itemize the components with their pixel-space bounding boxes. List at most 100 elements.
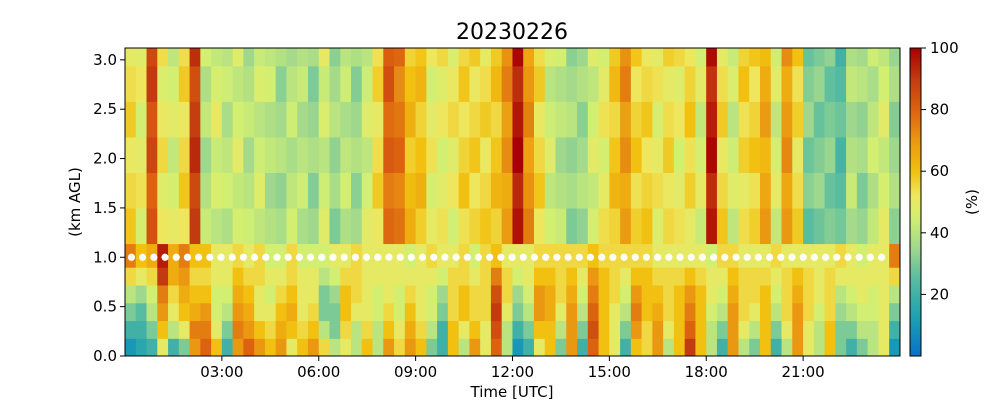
y-tick-label: 1.0	[93, 248, 117, 266]
heatmap-cell	[544, 338, 557, 356]
marker-dot	[620, 253, 628, 261]
heatmap-cell	[846, 136, 858, 173]
heatmap-cell	[318, 65, 331, 102]
heatmap-cell	[490, 48, 503, 67]
marker-dot	[418, 253, 427, 261]
heatmap-cell	[856, 48, 869, 67]
heatmap-cell	[340, 65, 352, 102]
heatmap-cell	[211, 284, 223, 304]
heatmap-cell	[469, 65, 481, 102]
heatmap-cell	[157, 338, 169, 356]
heatmap-cell	[200, 284, 212, 304]
heatmap-cell	[544, 101, 557, 138]
heatmap-cell	[200, 65, 212, 102]
heatmap-cell	[168, 207, 180, 245]
heatmap-cell	[673, 172, 686, 209]
heatmap-cell	[361, 101, 374, 138]
heatmap-cell	[135, 172, 148, 209]
heatmap-cell	[813, 243, 826, 268]
colorbar-tick-label: 100	[930, 39, 959, 57]
heatmap-cell	[351, 48, 363, 67]
heatmap-cell	[609, 65, 621, 102]
heatmap-cell	[146, 101, 158, 138]
heatmap-cell	[146, 284, 158, 304]
heatmap-cell	[738, 338, 750, 356]
heatmap-cell	[781, 302, 793, 322]
heatmap-cell	[404, 267, 417, 286]
heatmap-cell	[835, 320, 847, 339]
heatmap-cell	[383, 101, 395, 138]
heatmap-cell	[824, 101, 836, 138]
heatmap-cell	[673, 101, 686, 138]
heatmap-cell	[566, 172, 578, 209]
marker-dot	[598, 253, 606, 261]
marker-dot	[150, 253, 158, 261]
heatmap-cell	[587, 101, 600, 138]
marker-layer	[127, 253, 886, 261]
heatmap-cell	[512, 243, 524, 268]
heatmap-cell	[544, 207, 557, 245]
heatmap-cell	[770, 302, 783, 322]
heatmap-cell	[760, 172, 772, 209]
heatmap-cell	[329, 101, 341, 138]
heatmap-cell	[275, 48, 288, 67]
heatmap-cell	[168, 65, 180, 102]
x-tick-label: 09:00	[394, 363, 437, 381]
heatmap-cell	[361, 338, 374, 356]
heatmap-cell	[501, 302, 514, 322]
heatmap-cell	[533, 243, 546, 268]
heatmap-cell	[835, 48, 847, 67]
heatmap-cell	[577, 101, 589, 138]
heatmap-cell	[458, 284, 471, 304]
heatmap-cell	[275, 267, 288, 286]
heatmap-cell	[447, 338, 460, 356]
heatmap-cell	[157, 172, 169, 209]
heatmap-cell	[577, 338, 589, 356]
heatmap-cell	[125, 207, 137, 245]
heatmap-cell	[329, 320, 341, 339]
heatmap-cell	[383, 172, 395, 209]
heatmap-cell	[792, 338, 804, 356]
heatmap-cell	[889, 48, 900, 67]
heatmap-cell	[168, 284, 180, 304]
marker-dot	[844, 253, 852, 261]
heatmap-cell	[200, 207, 212, 245]
y-axis: 0.0 0.5 1.0 1.5 2.0 2.5 3.0	[93, 51, 125, 365]
heatmap-cell	[232, 136, 244, 173]
marker-dot	[195, 253, 203, 261]
heatmap-cell	[232, 65, 244, 102]
heatmap-cell	[587, 65, 600, 102]
x-axis: 03:00 06:00 09:00 12:00 15:00 18:00 21:00	[200, 356, 825, 381]
marker-dot	[239, 253, 248, 261]
heatmap-cell	[716, 284, 729, 304]
heatmap-cell	[598, 207, 610, 245]
heatmap-cell	[867, 338, 879, 356]
heatmap-cell	[437, 320, 449, 339]
y-tick-label: 0.5	[93, 298, 117, 316]
y-tick-label: 0.0	[93, 347, 117, 365]
heatmap-cell	[157, 284, 169, 304]
marker-dot	[351, 253, 359, 261]
marker-dot	[172, 253, 180, 261]
heatmap-cell	[630, 65, 643, 102]
heatmap-cell	[318, 136, 331, 173]
heatmap-cell	[168, 302, 180, 322]
heatmap-cell	[340, 338, 352, 356]
marker-dot	[609, 253, 617, 261]
marker-dot	[251, 253, 259, 261]
heatmap-cell	[351, 267, 363, 286]
heatmap-cell	[803, 48, 815, 67]
heatmap-cell	[415, 65, 427, 102]
heatmap-cell	[264, 267, 277, 286]
heatmap-cell	[684, 207, 697, 245]
heatmap-cell	[641, 101, 653, 138]
marker-dot	[777, 253, 785, 261]
heatmap-cell	[684, 320, 697, 339]
heatmap-cell	[544, 172, 557, 209]
heatmap-cell	[652, 136, 664, 173]
marker-dot	[833, 253, 841, 261]
heatmap-cell	[760, 338, 772, 356]
y-tick-label: 2.0	[93, 150, 117, 168]
marker-dot	[183, 253, 192, 261]
heatmap-cell	[189, 302, 201, 322]
